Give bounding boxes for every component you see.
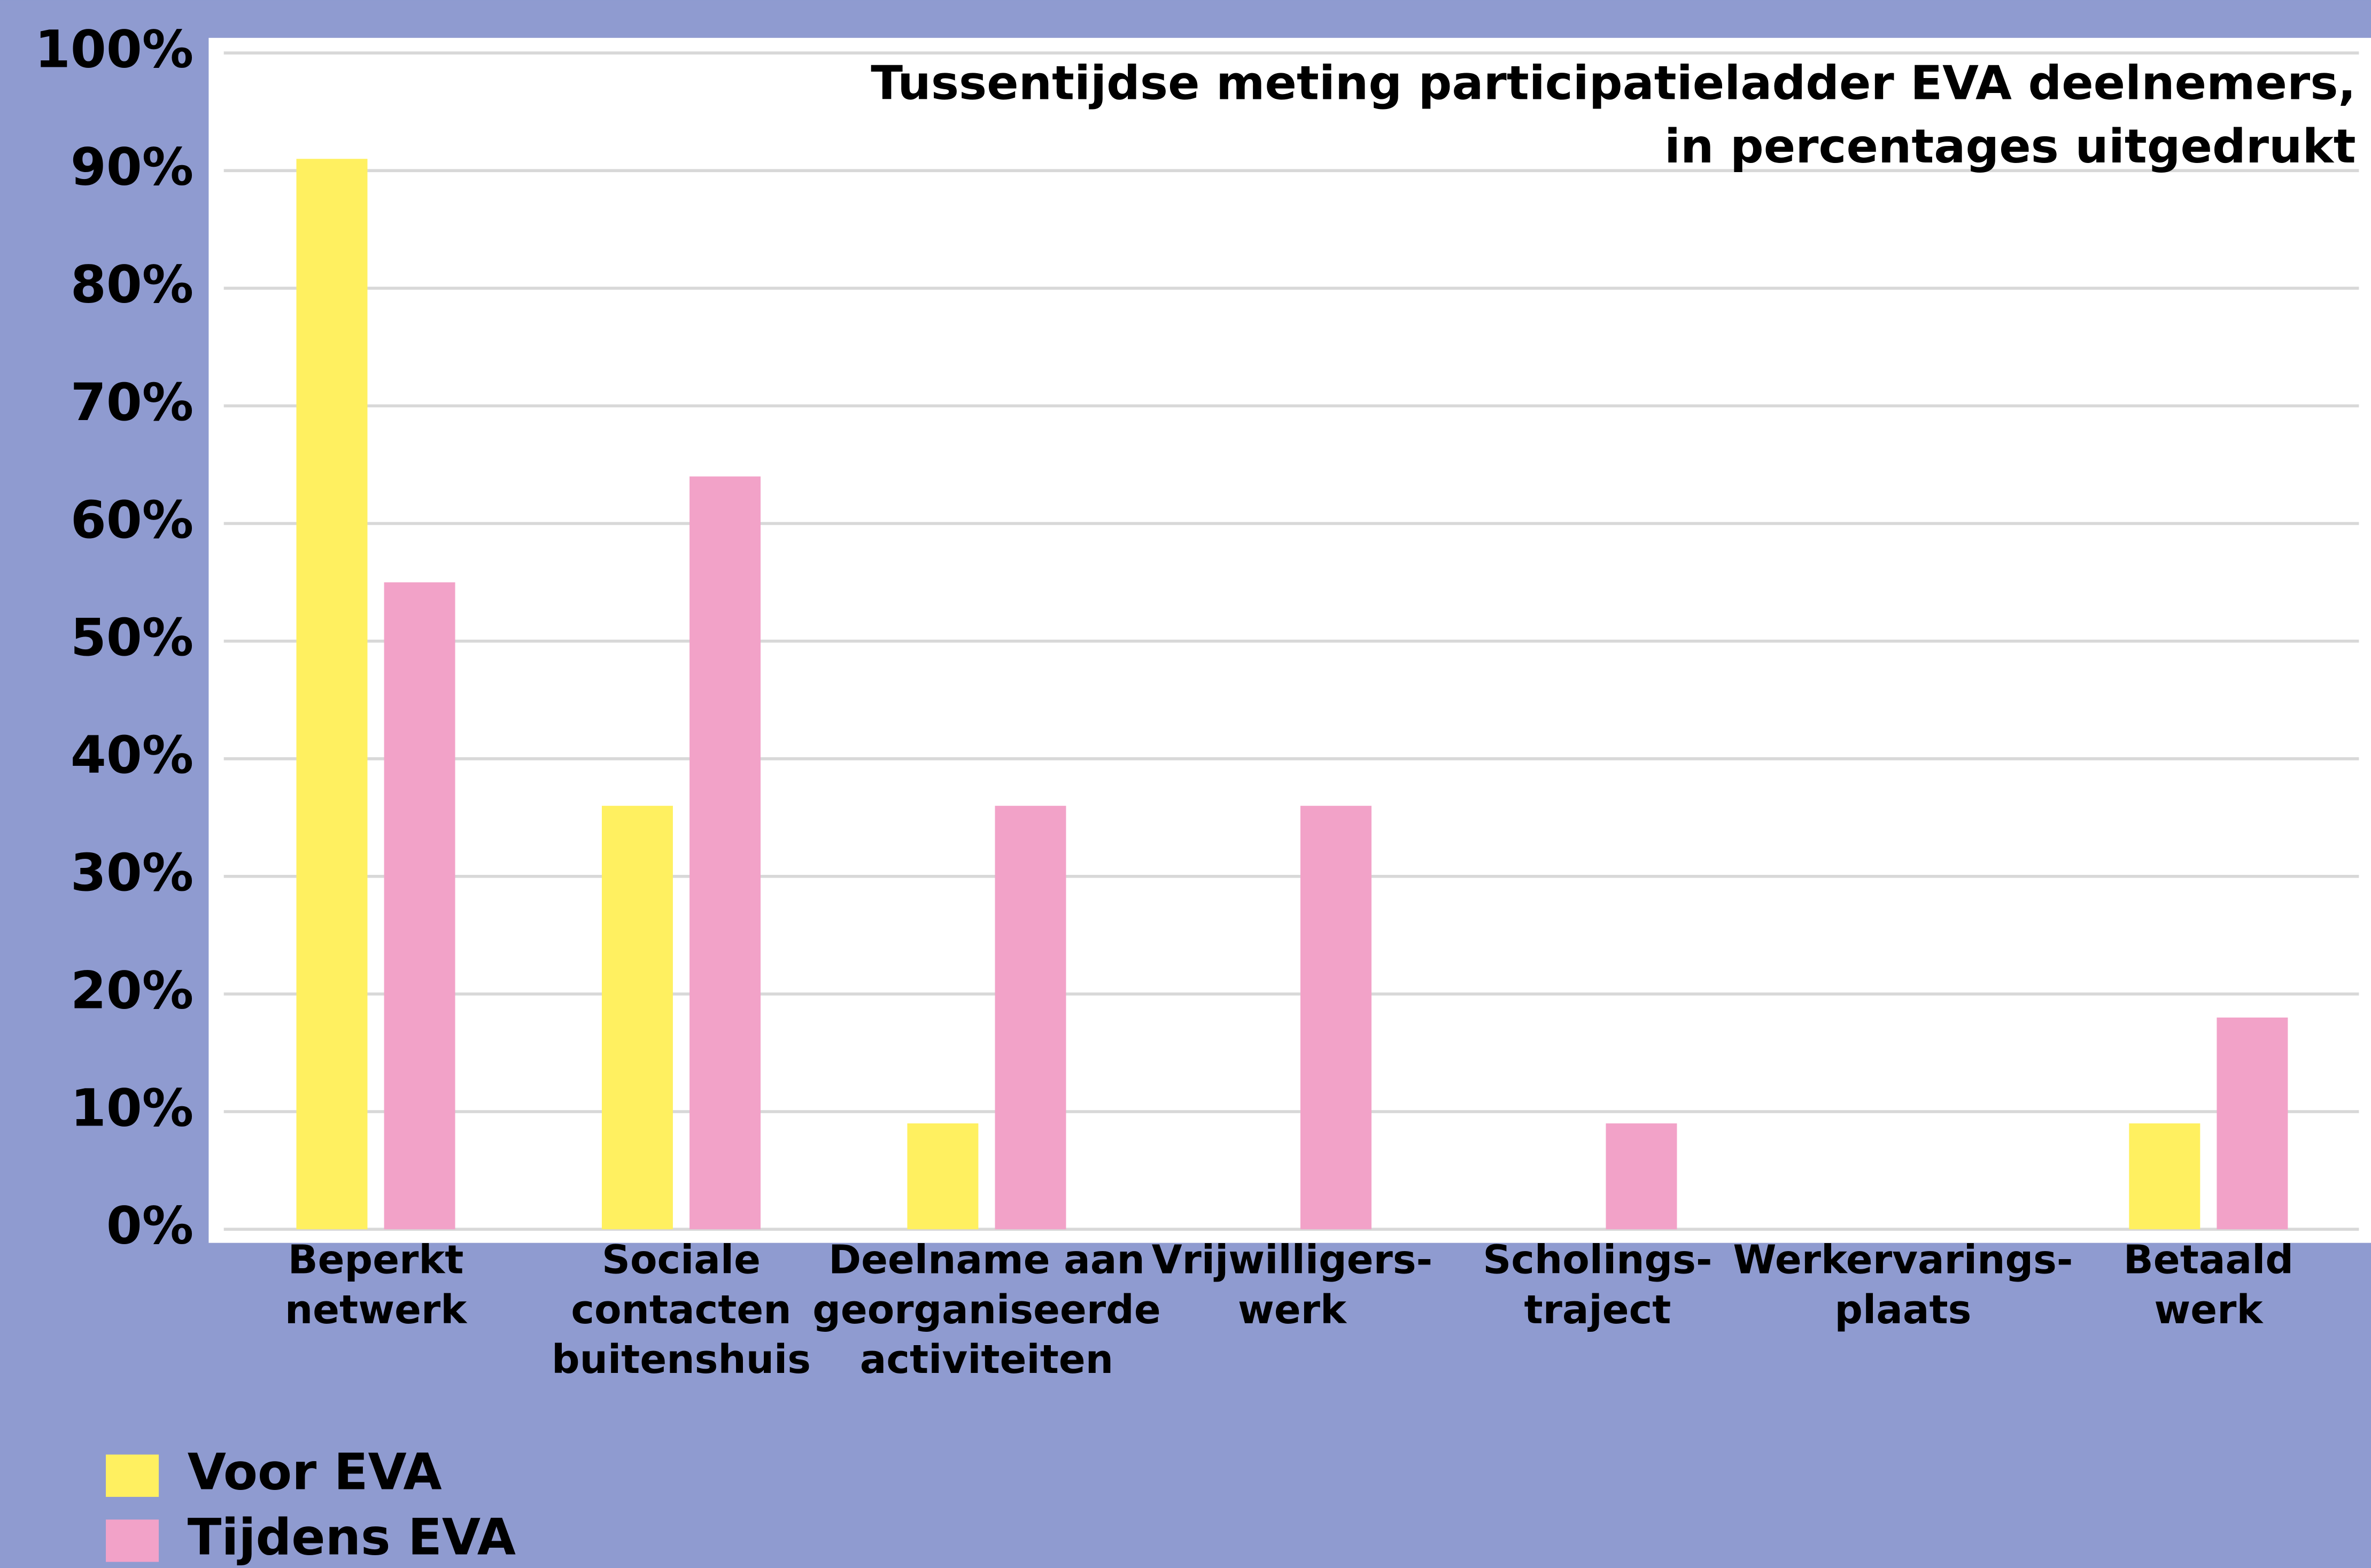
x-tick-label: Vrijwilligers- [1152,1237,1433,1283]
x-tick-label: netwerk [285,1287,468,1333]
legend-swatch [106,1519,159,1562]
bar [995,805,1066,1230]
y-tick-label: 30% [71,843,193,903]
x-tick-label: traject [1524,1287,1671,1333]
y-tick-label: 40% [71,725,193,785]
bar [2129,1123,2200,1230]
bar [1606,1123,1677,1230]
x-tick-label: Betaald [2124,1237,2293,1283]
x-tick-label: werk [1238,1287,1347,1333]
y-tick-label: 80% [71,255,193,315]
x-tick-label: buitenshuis [552,1337,811,1383]
y-tick-label: 60% [71,490,193,550]
bar [1300,805,1372,1230]
bar [384,582,455,1230]
y-tick-label: 0% [106,1196,193,1256]
y-tick-label: 100% [35,19,193,79]
x-tick-label: contacten [571,1287,791,1333]
x-tick-label: georganiseerde [812,1287,1161,1333]
x-tick-label: plaats [1834,1287,1971,1333]
x-tick-label: Beperkt [288,1237,464,1283]
chart-title: in percentages uitgedrukt [1664,119,2356,174]
y-tick-label: 10% [71,1078,193,1138]
x-tick-label: Werkervarings- [1733,1237,2073,1283]
x-tick-label: werk [2154,1287,2264,1333]
x-tick-label: Deelname aan [828,1237,1145,1283]
x-tick-label: activiteiten [860,1337,1113,1383]
bar [2217,1017,2288,1230]
legend-swatch [106,1454,159,1497]
legend-label: Tijdens EVA [188,1508,516,1566]
bar [296,159,368,1230]
bar [601,805,673,1230]
legend-label: Voor EVA [188,1443,442,1502]
x-tick-label: Sociale [602,1237,761,1283]
chart-title: Tussentijdse meting participatieladder E… [871,56,2355,110]
y-tick-label: 70% [71,372,193,432]
x-tick-label: Scholings- [1483,1237,1712,1283]
y-tick-label: 50% [71,608,193,667]
bar [689,476,761,1230]
y-tick-label: 20% [71,960,193,1020]
bar [907,1123,979,1230]
y-tick-label: 90% [71,137,193,197]
